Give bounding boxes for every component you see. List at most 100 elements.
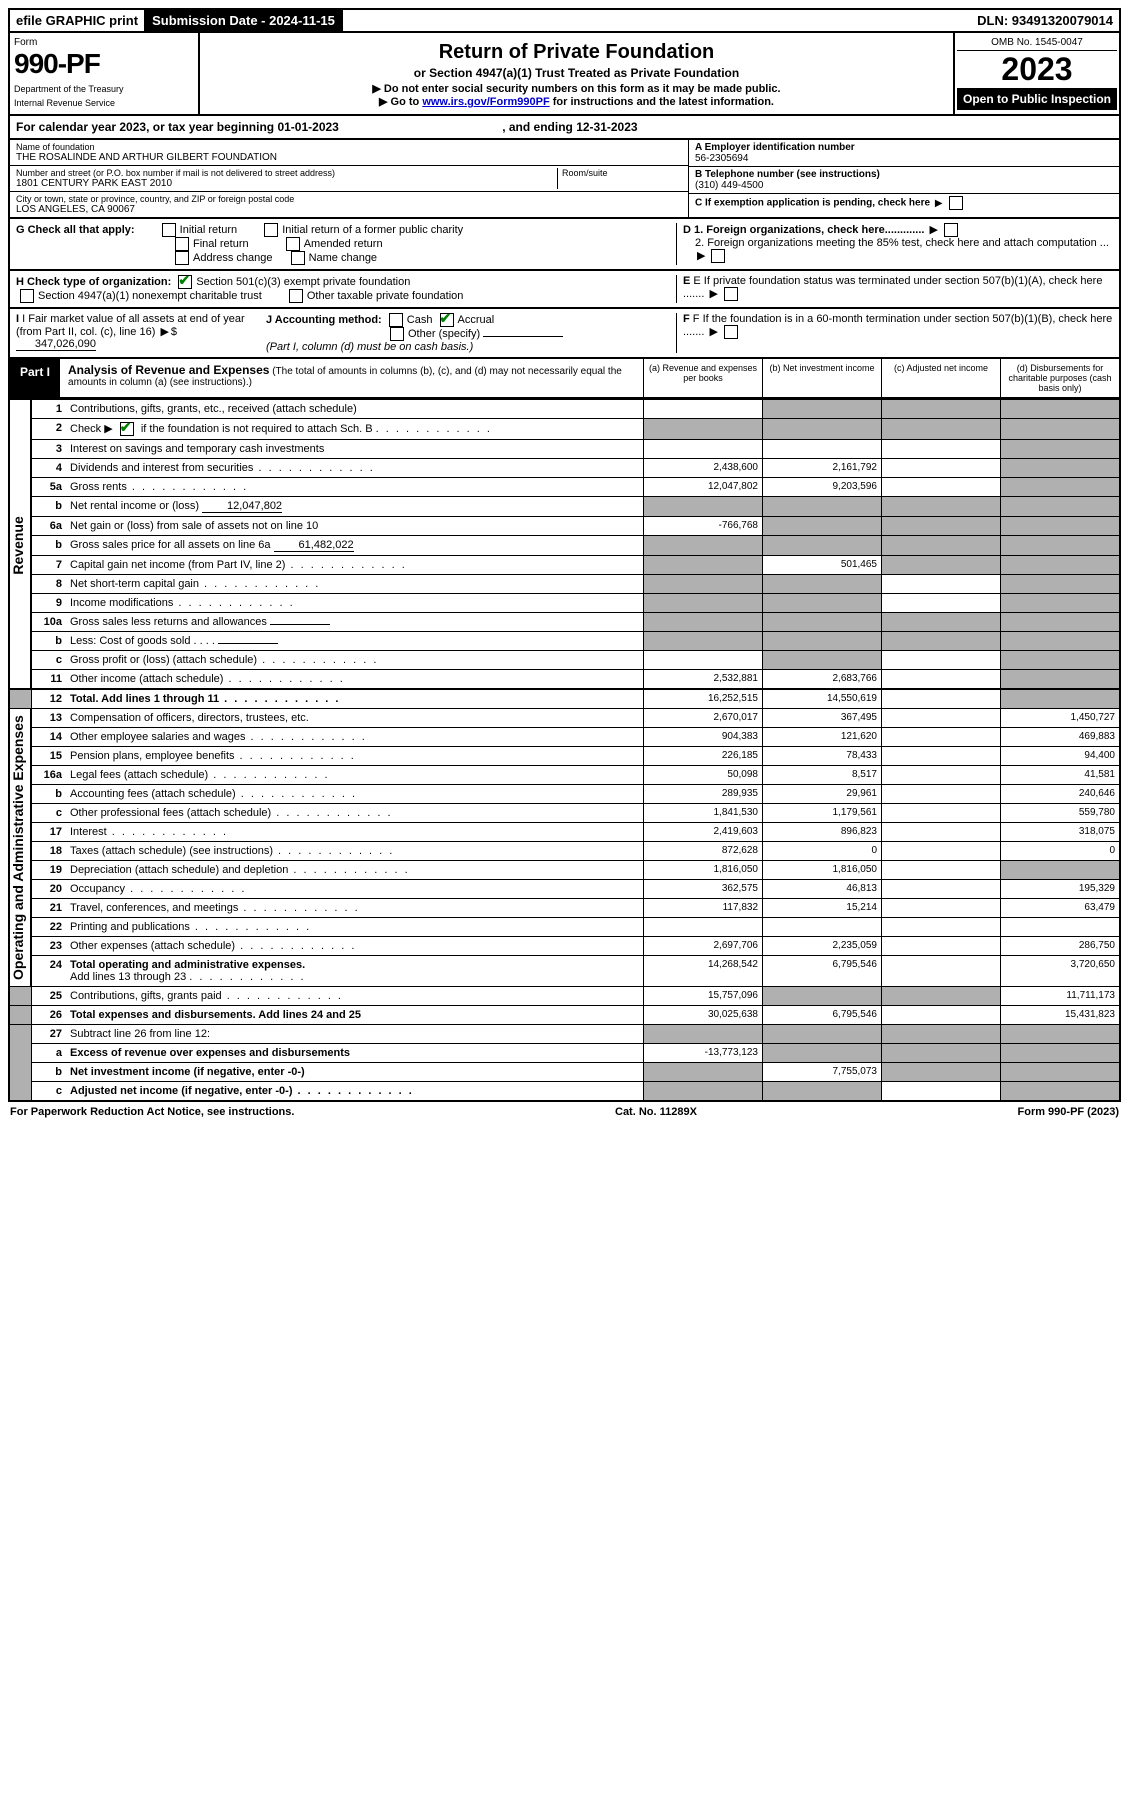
form-header: Form 990-PF Department of the Treasury I… bbox=[8, 33, 1121, 116]
col-d-header: (d) Disbursements for charitable purpose… bbox=[1000, 359, 1119, 397]
d2-checkbox[interactable] bbox=[711, 249, 725, 263]
table-row: 21Travel, conferences, and meetings 117,… bbox=[9, 899, 1120, 918]
table-row: bNet investment income (if negative, ent… bbox=[9, 1063, 1120, 1082]
section-g-d: G Check all that apply: Initial return I… bbox=[8, 219, 1121, 271]
table-row: 22Printing and publications bbox=[9, 918, 1120, 937]
form-word: Form bbox=[14, 37, 194, 48]
dept-treasury: Department of the Treasury bbox=[14, 84, 194, 94]
form-subtitle: or Section 4947(a)(1) Trust Treated as P… bbox=[206, 66, 947, 80]
amended-return-checkbox[interactable] bbox=[286, 237, 300, 251]
table-row: c Gross profit or (loss) (attach schedul… bbox=[9, 651, 1120, 670]
j-accounting: J Accounting method: Cash Accrual Other … bbox=[266, 313, 563, 353]
cash-checkbox[interactable] bbox=[389, 313, 403, 327]
table-row: b Net rental income or (loss) 12,047,802 bbox=[9, 497, 1120, 517]
table-row: b Less: Cost of goods sold . . . . bbox=[9, 632, 1120, 651]
expenses-sidelabel: Operating and Administrative Expenses bbox=[9, 709, 31, 987]
irs-label: Internal Revenue Service bbox=[14, 98, 194, 108]
dln-label: DLN: 93491320079014 bbox=[971, 10, 1119, 31]
open-inspection: Open to Public Inspection bbox=[957, 88, 1117, 110]
other-taxable-checkbox[interactable] bbox=[289, 289, 303, 303]
part1-label: Part I bbox=[10, 359, 60, 397]
d-foreign-org: D 1. Foreign organizations, check here..… bbox=[676, 223, 1113, 265]
table-row: bAccounting fees (attach schedule) 289,9… bbox=[9, 785, 1120, 804]
irs-link[interactable]: www.irs.gov/Form990PF bbox=[422, 96, 549, 108]
table-row: 3 Interest on savings and temporary cash… bbox=[9, 440, 1120, 459]
name-change-checkbox[interactable] bbox=[291, 251, 305, 265]
table-row: 17Interest 2,419,603896,823318,075 bbox=[9, 823, 1120, 842]
part1-col-headers: (a) Revenue and expenses per books (b) N… bbox=[643, 359, 1119, 397]
schb-checkbox[interactable] bbox=[120, 422, 134, 436]
form-title: Return of Private Foundation bbox=[206, 41, 947, 64]
h-org-type: H Check type of organization: Section 50… bbox=[16, 275, 676, 303]
table-row: 11 Other income (attach schedule) 2,532,… bbox=[9, 670, 1120, 690]
phone-cell: B Telephone number (see instructions) (3… bbox=[689, 167, 1119, 194]
table-row: 20Occupancy 362,57546,813195,329 bbox=[9, 880, 1120, 899]
header-left: Form 990-PF Department of the Treasury I… bbox=[10, 33, 200, 114]
table-row: 14Other employee salaries and wages 904,… bbox=[9, 728, 1120, 747]
col-c-header: (c) Adjusted net income bbox=[881, 359, 1000, 397]
e-checkbox[interactable] bbox=[724, 287, 738, 301]
i-fmv: I I Fair market value of all assets at e… bbox=[16, 313, 246, 353]
table-row: Revenue 1 Contributions, gifts, grants, … bbox=[9, 400, 1120, 419]
form-ref: Form 990-PF (2023) bbox=[1018, 1106, 1119, 1118]
cat-no: Cat. No. 11289X bbox=[615, 1106, 697, 1118]
accrual-checkbox[interactable] bbox=[440, 313, 454, 327]
table-row: 4 Dividends and interest from securities… bbox=[9, 459, 1120, 478]
submission-date: Submission Date - 2024-11-15 bbox=[146, 10, 343, 31]
city-cell: City or town, state or province, country… bbox=[10, 192, 688, 217]
4947a1-checkbox[interactable] bbox=[20, 289, 34, 303]
g-check-all: G Check all that apply: Initial return I… bbox=[16, 223, 676, 265]
table-row: 24 Total operating and administrative ex… bbox=[9, 956, 1120, 987]
e-terminated: E E If private foundation status was ter… bbox=[676, 275, 1113, 303]
table-row: 9 Income modifications bbox=[9, 594, 1120, 613]
table-row: 5a Gross rents 12,047,8029,203,596 bbox=[9, 478, 1120, 497]
table-row: 12 Total. Add lines 1 through 11 16,252,… bbox=[9, 689, 1120, 709]
section-i-j-f: I I Fair market value of all assets at e… bbox=[8, 309, 1121, 359]
table-row: 23Other expenses (attach schedule) 2,697… bbox=[9, 937, 1120, 956]
tax-year: 2023 bbox=[957, 51, 1117, 88]
other-method-checkbox[interactable] bbox=[390, 327, 404, 341]
ein-cell: A Employer identification number 56-2305… bbox=[689, 140, 1119, 167]
table-row: 10a Gross sales less returns and allowan… bbox=[9, 613, 1120, 632]
entity-info: Name of foundation THE ROSALINDE AND ART… bbox=[8, 140, 1121, 219]
table-row: 27Subtract line 26 from line 12: bbox=[9, 1025, 1120, 1044]
address-cell: Number and street (or P.O. box number if… bbox=[10, 166, 688, 192]
table-row: 8 Net short-term capital gain bbox=[9, 575, 1120, 594]
table-row: 16aLegal fees (attach schedule) 50,0988,… bbox=[9, 766, 1120, 785]
part1-header: Part I Analysis of Revenue and Expenses … bbox=[8, 359, 1121, 399]
part1-table: Revenue 1 Contributions, gifts, grants, … bbox=[8, 399, 1121, 1102]
f-60month: F F If the foundation is in a 60-month t… bbox=[676, 313, 1113, 353]
instr-ssn: ▶ Do not enter social security numbers o… bbox=[206, 82, 947, 95]
table-row: cOther professional fees (attach schedul… bbox=[9, 804, 1120, 823]
paperwork-notice: For Paperwork Reduction Act Notice, see … bbox=[10, 1106, 294, 1118]
table-row: b Gross sales price for all assets on li… bbox=[9, 536, 1120, 556]
table-row: 26 Total expenses and disbursements. Add… bbox=[9, 1006, 1120, 1025]
table-row: 25Contributions, gifts, grants paid 15,7… bbox=[9, 987, 1120, 1006]
exemption-pending-cell: C If exemption application is pending, c… bbox=[689, 194, 1119, 212]
header-right: OMB No. 1545-0047 2023 Open to Public In… bbox=[953, 33, 1119, 114]
efile-label: efile GRAPHIC print bbox=[10, 10, 146, 31]
initial-former-checkbox[interactable] bbox=[264, 223, 278, 237]
table-row: 6a Net gain or (loss) from sale of asset… bbox=[9, 517, 1120, 536]
initial-return-checkbox[interactable] bbox=[162, 223, 176, 237]
c-checkbox[interactable] bbox=[949, 196, 963, 210]
f-checkbox[interactable] bbox=[724, 325, 738, 339]
page-footer: For Paperwork Reduction Act Notice, see … bbox=[8, 1102, 1121, 1122]
d1-checkbox[interactable] bbox=[944, 223, 958, 237]
final-return-checkbox[interactable] bbox=[175, 237, 189, 251]
efile-topbar: efile GRAPHIC print Submission Date - 20… bbox=[8, 8, 1121, 33]
table-row: 7 Capital gain net income (from Part IV,… bbox=[9, 556, 1120, 575]
501c3-checkbox[interactable] bbox=[178, 275, 192, 289]
part1-desc: Analysis of Revenue and Expenses (The to… bbox=[60, 359, 643, 397]
table-row: 2 Check ▶ if the foundation is not requi… bbox=[9, 419, 1120, 440]
omb-number: OMB No. 1545-0047 bbox=[957, 35, 1117, 51]
instr-goto: ▶ Go to www.irs.gov/Form990PF for instru… bbox=[206, 95, 947, 108]
table-row: 15Pension plans, employee benefits 226,1… bbox=[9, 747, 1120, 766]
revenue-sidelabel: Revenue bbox=[9, 400, 31, 690]
table-row: 18Taxes (attach schedule) (see instructi… bbox=[9, 842, 1120, 861]
table-row: aExcess of revenue over expenses and dis… bbox=[9, 1044, 1120, 1063]
col-b-header: (b) Net investment income bbox=[762, 359, 881, 397]
address-change-checkbox[interactable] bbox=[175, 251, 189, 265]
form-number: 990-PF bbox=[14, 48, 194, 80]
table-row: 19Depreciation (attach schedule) and dep… bbox=[9, 861, 1120, 880]
